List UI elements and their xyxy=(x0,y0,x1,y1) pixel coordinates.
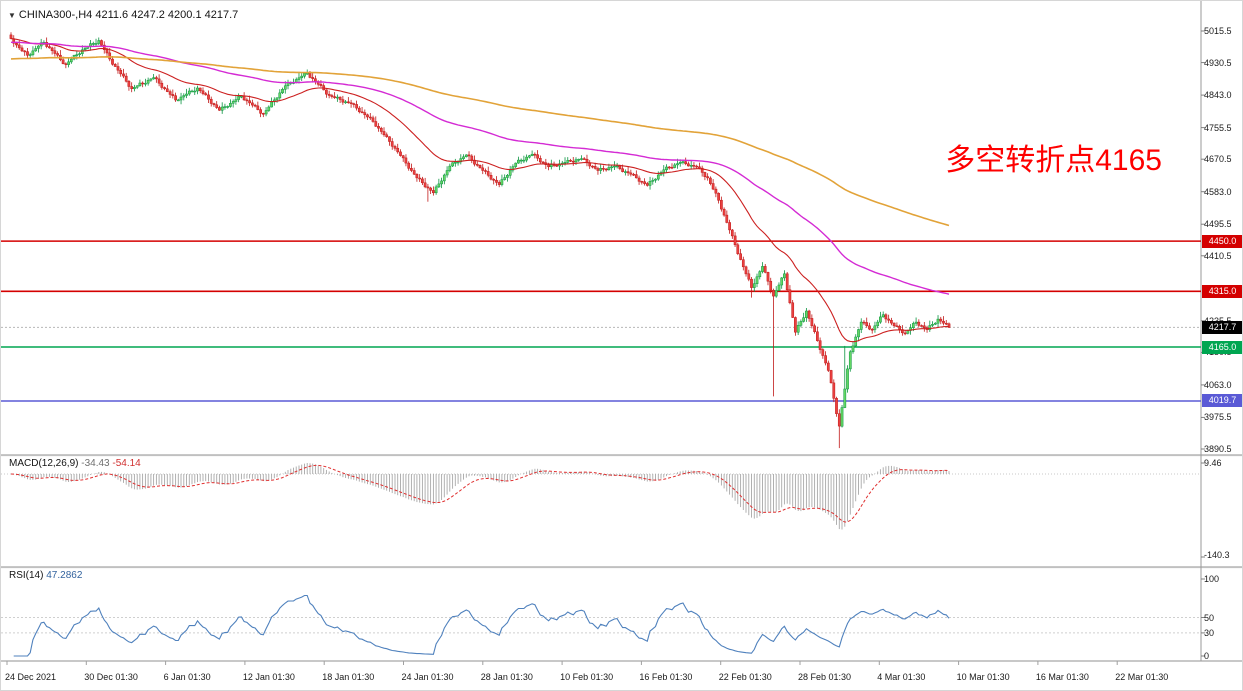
annotation-text[interactable]: 多空转折点4165 xyxy=(945,144,1162,177)
axis-frame xyxy=(1,1,1242,665)
moving-averages xyxy=(10,38,950,343)
rsi-name: RSI(14) xyxy=(9,570,44,581)
horizontal-lines xyxy=(1,240,1201,402)
rsi-panel-area[interactable] xyxy=(1,568,1201,661)
slow-ma-line xyxy=(10,55,950,227)
macd-signal-line xyxy=(10,464,950,523)
macd-main-value: -34.43 xyxy=(81,458,110,469)
price-chart-area[interactable] xyxy=(1,1,1201,455)
rsi-value: 47.2862 xyxy=(46,570,83,581)
rsi-indicator xyxy=(1,594,1201,657)
price-scale[interactable] xyxy=(1201,1,1242,661)
candlesticks xyxy=(9,32,951,449)
fast-ma-line xyxy=(10,38,950,343)
macd-indicator xyxy=(1,463,1201,530)
chart-title-text: CHINA300-,H4 4211.6 4247.2 4200.1 4217.7 xyxy=(18,9,239,21)
chevron-down-icon[interactable]: ▼ xyxy=(8,11,16,20)
chart-title[interactable]: ▼ CHINA300-,H4 4211.6 4247.2 4200.1 4217.… xyxy=(8,9,238,21)
macd-panel-area[interactable] xyxy=(1,456,1201,566)
time-scale[interactable] xyxy=(1,662,1242,690)
macd-indicator-label: MACD(12,26,9) -34.43 -54.14 xyxy=(9,458,141,469)
macd-signal-value: -54.14 xyxy=(112,458,141,469)
mid-ma-line xyxy=(11,41,950,295)
macd-name: MACD(12,26,9) xyxy=(9,458,79,469)
rsi-indicator-label: RSI(14) 47.2862 xyxy=(9,570,82,581)
rsi-line xyxy=(13,594,950,657)
